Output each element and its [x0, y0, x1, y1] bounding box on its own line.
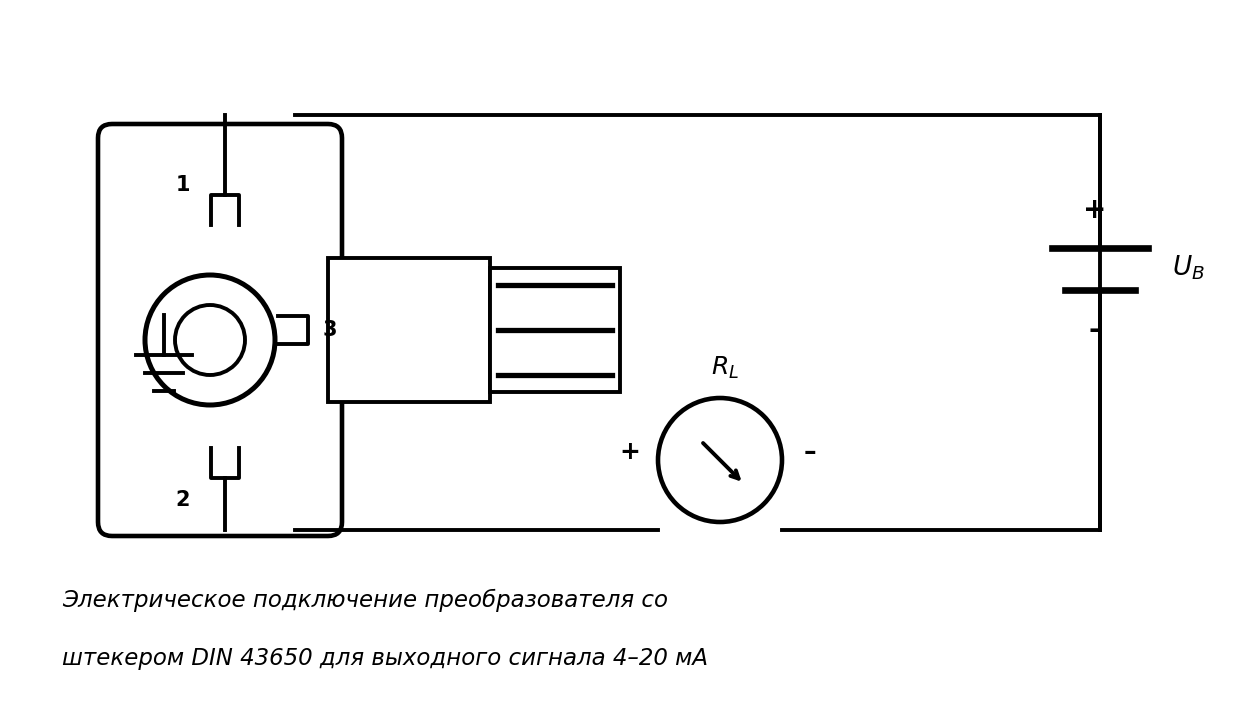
- Text: 1: 1: [176, 175, 190, 195]
- Text: $R_L$: $R_L$: [711, 355, 739, 381]
- Text: +: +: [619, 440, 640, 464]
- FancyBboxPatch shape: [98, 124, 342, 536]
- Text: $U_B$: $U_B$: [1172, 253, 1205, 282]
- Text: Электрическое подключение преобразователя со: Электрическое подключение преобразовател…: [62, 589, 667, 612]
- Bar: [489, 268, 620, 392]
- Text: штекером DIN 43650 для выходного сигнала 4–20 мА: штекером DIN 43650 для выходного сигнала…: [62, 647, 708, 670]
- Text: 2: 2: [176, 490, 190, 510]
- Circle shape: [176, 305, 245, 375]
- Text: 3: 3: [323, 320, 337, 340]
- Bar: [328, 258, 489, 402]
- Text: +: +: [1083, 196, 1106, 224]
- Circle shape: [145, 275, 274, 405]
- Text: –: –: [1088, 316, 1103, 344]
- Text: –: –: [803, 440, 816, 464]
- Circle shape: [658, 398, 782, 522]
